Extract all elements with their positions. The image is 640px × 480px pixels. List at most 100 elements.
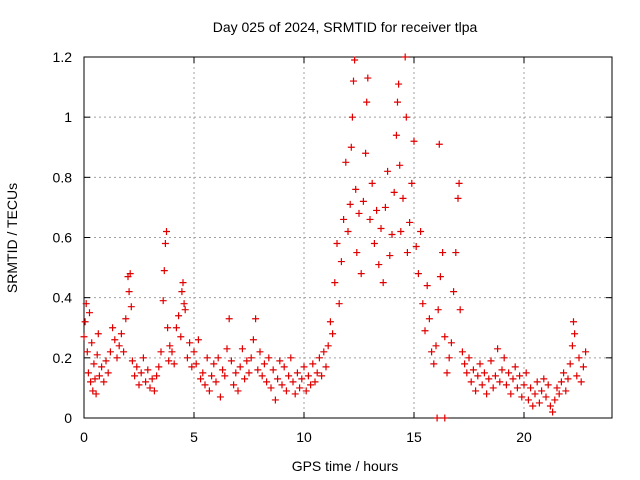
data-point [126, 270, 134, 278]
data-point [179, 279, 187, 287]
data-point [291, 390, 299, 398]
data-point [161, 240, 169, 248]
data-point [430, 360, 438, 368]
data-point [573, 372, 581, 380]
data-point [318, 372, 326, 380]
data-point [421, 327, 429, 335]
data-point [353, 249, 361, 257]
data-point [410, 137, 418, 145]
data-point [170, 360, 178, 368]
data-point [417, 227, 425, 235]
data-point [95, 372, 103, 380]
data-point [533, 378, 541, 386]
data-point [350, 77, 357, 85]
data-point [491, 372, 499, 380]
data-point [150, 387, 158, 395]
y-tick-label: 0.4 [53, 290, 73, 306]
data-point [394, 98, 401, 106]
chart-title: Day 025 of 2024, SRMTID for receiver tlp… [213, 19, 478, 35]
data-point [326, 318, 334, 326]
data-point [304, 372, 312, 380]
data-point [379, 279, 387, 287]
data-point [333, 240, 341, 248]
x-tick-label: 15 [406, 429, 422, 445]
data-point [351, 56, 359, 64]
data-point [135, 381, 143, 389]
data-point [296, 384, 304, 392]
data-point [414, 270, 422, 278]
data-point [183, 354, 191, 362]
data-point [278, 381, 286, 389]
data-point [447, 339, 455, 347]
data-point [201, 381, 209, 389]
data-point [205, 387, 213, 395]
data-point [465, 354, 473, 362]
data-point [434, 306, 442, 314]
data-point [324, 342, 332, 350]
data-point [221, 372, 229, 380]
data-point [377, 224, 385, 232]
data-point [300, 363, 308, 371]
data-point [396, 161, 404, 169]
data-point [238, 345, 246, 353]
data-point [329, 330, 337, 338]
x-tick-label: 10 [296, 429, 312, 445]
data-point [258, 372, 266, 380]
data-point [109, 324, 117, 332]
data-point [502, 381, 510, 389]
data-point [509, 375, 517, 383]
data-point [232, 369, 240, 377]
data-point [276, 357, 284, 365]
data-point [403, 249, 411, 257]
data-point [320, 348, 328, 356]
data-point [122, 315, 130, 323]
data-point [450, 288, 458, 296]
data-point [366, 215, 374, 223]
data-point [540, 375, 548, 383]
data-point [408, 179, 416, 187]
data-point [423, 282, 431, 290]
data-point [518, 393, 526, 401]
data-point [157, 348, 165, 356]
data-point [128, 357, 136, 365]
data-point [441, 333, 449, 341]
data-point [524, 396, 532, 404]
data-point [144, 366, 152, 374]
data-point [494, 345, 502, 353]
data-point [186, 339, 194, 347]
data-point [432, 342, 440, 350]
data-point [282, 387, 290, 395]
data-point [227, 357, 235, 365]
data-point [293, 369, 301, 377]
data-point [168, 348, 176, 356]
data-point [177, 333, 185, 341]
data-point [91, 375, 99, 383]
y-tick-label: 0.2 [53, 350, 73, 366]
data-point [230, 381, 238, 389]
data-point [397, 227, 405, 235]
data-point [395, 80, 403, 88]
data-point [579, 363, 587, 371]
data-point [566, 360, 574, 368]
data-point [496, 378, 504, 386]
data-point [452, 249, 460, 257]
data-point [513, 384, 521, 392]
data-point [98, 363, 106, 371]
data-point [425, 315, 433, 323]
data-point [571, 330, 579, 338]
data-point [551, 396, 559, 404]
data-point [342, 158, 350, 166]
data-point [388, 230, 396, 238]
data-point [562, 387, 570, 395]
y-axis: 0 0.2 0.4 0.6 0.8 1 1.2 [53, 49, 612, 426]
data-point [172, 324, 180, 332]
data-point [125, 288, 133, 296]
data-point [445, 354, 453, 362]
data-point [113, 354, 121, 362]
data-point [419, 300, 427, 308]
data-point [516, 372, 524, 380]
data-point [166, 342, 174, 350]
x-tick-label: 0 [80, 429, 88, 445]
data-point [214, 354, 222, 362]
data-point [159, 297, 167, 305]
